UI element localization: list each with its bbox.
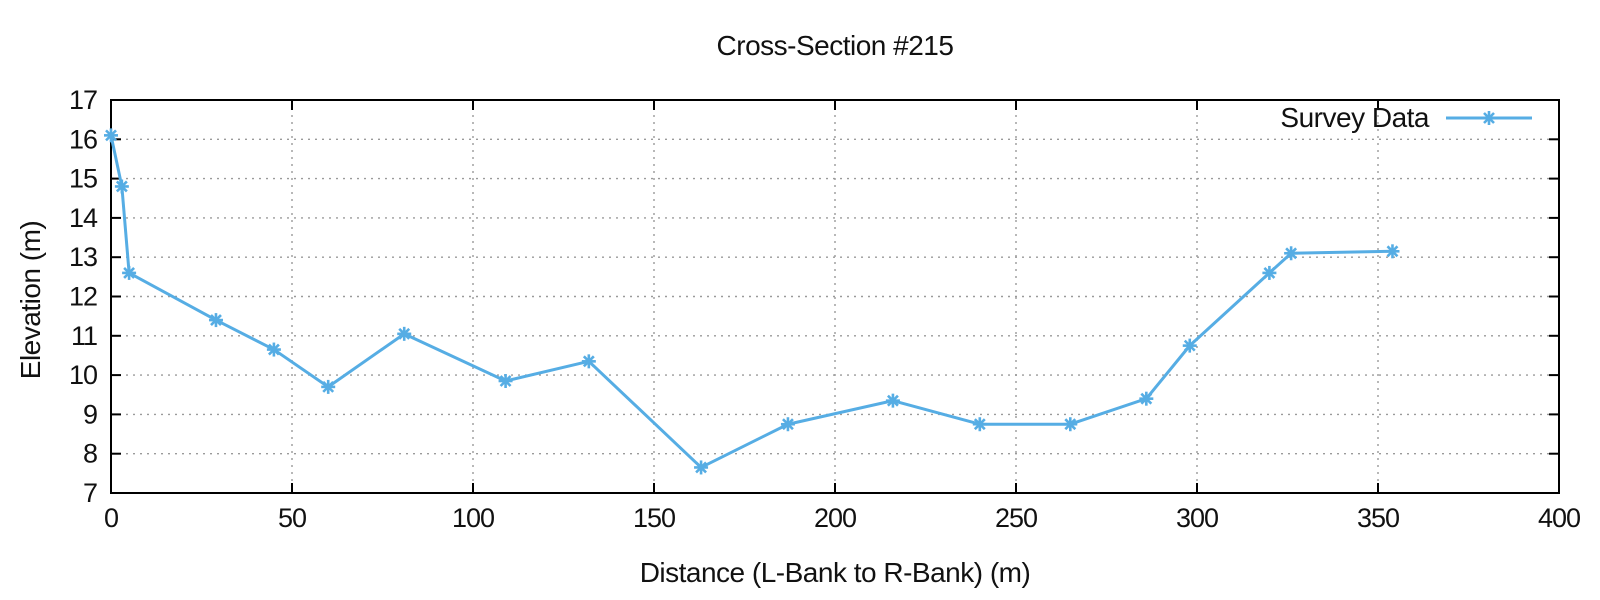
legend-line-sample xyxy=(1446,111,1532,125)
x-tick-label: 200 xyxy=(814,503,856,533)
data-point-marker xyxy=(266,342,281,357)
gridlines xyxy=(112,101,1558,492)
data-point-marker xyxy=(321,379,336,394)
data-point-marker xyxy=(972,417,987,432)
data-point-marker xyxy=(1182,338,1197,353)
y-axis-label: Elevation (m) xyxy=(15,220,46,380)
data-point-marker xyxy=(114,179,129,194)
x-tick-label: 350 xyxy=(1357,503,1399,533)
data-point-marker xyxy=(1385,244,1400,259)
legend: Survey Data xyxy=(1280,102,1532,134)
y-tick-label: 16 xyxy=(69,124,97,154)
y-tick-label: 15 xyxy=(69,164,97,194)
y-tick-label: 17 xyxy=(69,85,97,115)
y-tick-label: 12 xyxy=(69,282,97,312)
x-tick-label: 300 xyxy=(1176,503,1218,533)
data-point-marker xyxy=(498,373,513,388)
data-point-marker xyxy=(694,460,709,475)
x-tick-label: 50 xyxy=(278,503,306,533)
y-tick-label: 9 xyxy=(83,399,97,429)
data-point-marker xyxy=(1482,111,1496,125)
legend-series-label: Survey Data xyxy=(1280,102,1429,133)
data-point-marker xyxy=(397,326,412,341)
data-point-marker xyxy=(104,128,118,143)
y-tick-label: 14 xyxy=(69,203,98,233)
data-point-marker xyxy=(1139,391,1154,406)
series-line xyxy=(109,133,1394,469)
x-tick-label: 0 xyxy=(104,503,118,533)
y-tick-labels: 7 8 9 10 11 12 13 14 15 16 17 xyxy=(69,85,99,508)
y-tick-label: 7 xyxy=(83,478,97,508)
x-tick-label: 400 xyxy=(1538,503,1580,533)
x-tick-label: 100 xyxy=(452,503,494,533)
y-tick-label: 10 xyxy=(69,360,97,390)
data-point-marker xyxy=(1262,265,1277,280)
data-point-marker xyxy=(1284,246,1299,261)
data-point-marker xyxy=(581,354,596,369)
data-point-marker xyxy=(1063,417,1078,432)
data-point-marker xyxy=(122,265,137,280)
series-survey-data xyxy=(104,128,1400,475)
x-tick-label: 150 xyxy=(633,503,675,533)
data-point-marker xyxy=(208,313,223,328)
data-point-marker xyxy=(885,393,900,408)
x-axis-label: Distance (L-Bank to R-Bank) (m) xyxy=(639,557,1031,588)
y-tick-label: 11 xyxy=(71,321,97,351)
x-tick-labels: 0 50 100 150 200 250 300 350 400 xyxy=(104,503,1581,533)
y-tick-label: 13 xyxy=(69,242,97,272)
data-point-marker xyxy=(780,417,795,432)
tick-marks xyxy=(110,99,1560,494)
chart-title: Cross-Section #215 xyxy=(716,30,954,61)
x-tick-label: 250 xyxy=(995,503,1037,533)
y-tick-label: 8 xyxy=(83,439,97,469)
